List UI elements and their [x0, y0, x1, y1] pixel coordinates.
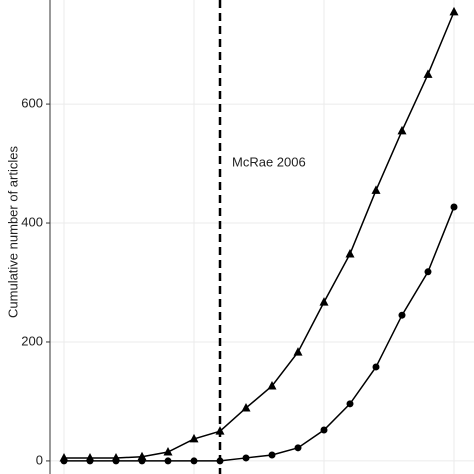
y-tick-label: 400 — [21, 214, 43, 229]
triangle-marker — [319, 297, 329, 306]
triangle-marker — [267, 380, 277, 390]
series-line — [64, 206, 455, 462]
circle-marker — [398, 311, 406, 319]
triangle-marker — [345, 248, 355, 258]
circle-marker — [320, 426, 328, 434]
y-tick-label: 200 — [21, 333, 43, 348]
circle-marker — [112, 457, 120, 465]
circle-marker — [190, 457, 198, 465]
circle-marker — [268, 451, 276, 459]
circle-marker — [294, 444, 302, 452]
circle-marker — [216, 457, 224, 465]
circle-marker — [424, 268, 432, 276]
triangle-marker — [241, 402, 251, 412]
triangle-marker — [189, 433, 199, 443]
circle-marker — [346, 400, 354, 408]
circle-marker — [60, 457, 68, 465]
circle-marker — [372, 363, 380, 371]
triangle-marker — [423, 69, 433, 78]
triangle-marker — [397, 125, 407, 135]
triangle-marker — [215, 426, 225, 435]
triangle-marker — [371, 185, 381, 194]
y-tick-label: 0 — [36, 452, 43, 467]
series-line — [64, 11, 455, 459]
y-tick-label: 600 — [21, 96, 43, 111]
triangle-marker — [293, 347, 303, 356]
annotation-label: McRae 2006 — [232, 154, 306, 169]
triangle-marker — [137, 451, 147, 461]
circle-marker — [86, 457, 94, 465]
triangle-marker — [163, 446, 173, 456]
circle-marker — [138, 457, 146, 465]
circle-marker — [242, 454, 250, 462]
triangle-marker — [449, 6, 459, 16]
circle-marker — [450, 203, 458, 211]
y-axis-label: Cumulative number of articles — [5, 146, 20, 318]
circle-marker — [164, 457, 172, 465]
